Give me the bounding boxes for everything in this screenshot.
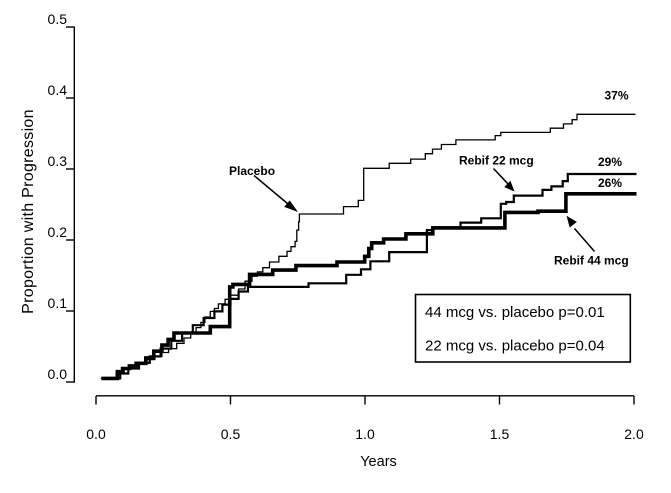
- svg-text:0.0: 0.0: [48, 366, 68, 382]
- svg-text:Years: Years: [360, 454, 397, 470]
- svg-text:Rebif 44 mcg: Rebif 44 mcg: [554, 254, 629, 268]
- svg-text:0.3: 0.3: [48, 153, 68, 169]
- svg-text:37%: 37%: [605, 89, 629, 103]
- svg-text:Rebif 22 mcg: Rebif 22 mcg: [459, 154, 534, 168]
- svg-text:0.4: 0.4: [48, 82, 68, 98]
- svg-text:1.0: 1.0: [355, 426, 375, 442]
- svg-text:44 mcg vs. placebo p=0.01: 44 mcg vs. placebo p=0.01: [425, 304, 605, 321]
- svg-text:0.0: 0.0: [86, 426, 106, 442]
- svg-text:26%: 26%: [598, 176, 622, 190]
- svg-text:1.5: 1.5: [490, 426, 510, 442]
- svg-text:Proportion with Progression: Proportion with Progression: [20, 109, 37, 314]
- svg-text:22 mcg vs. placebo p=0.04: 22 mcg vs. placebo p=0.04: [425, 338, 605, 355]
- svg-text:29%: 29%: [598, 155, 622, 169]
- svg-text:0.5: 0.5: [221, 426, 241, 442]
- svg-text:Placebo: Placebo: [229, 164, 275, 178]
- svg-text:2.0: 2.0: [624, 426, 644, 442]
- svg-text:0.1: 0.1: [48, 295, 68, 311]
- svg-text:0.2: 0.2: [48, 224, 68, 240]
- svg-text:0.5: 0.5: [48, 11, 68, 27]
